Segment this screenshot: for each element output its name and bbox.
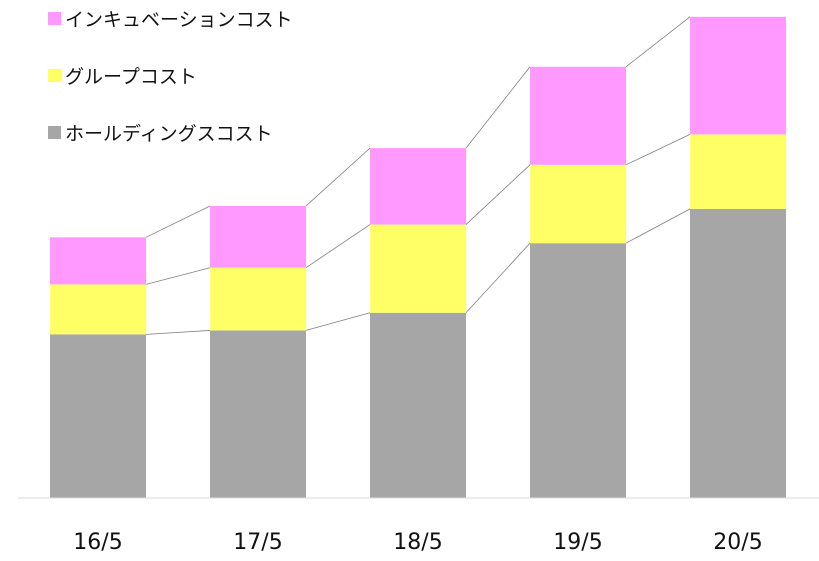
legend-label-holdings-cost: ホールディングスコスト — [65, 122, 273, 145]
legend-swatch-holdings-cost — [48, 125, 61, 139]
x-tick-label-16-5: 16/5 — [73, 530, 122, 555]
bars — [50, 16, 786, 498]
series-line-1-segment-0 — [145, 267, 211, 285]
bar-segment-20-5-series-2 — [690, 16, 786, 135]
series-line-0-segment-3 — [625, 208, 691, 244]
legend-label-incubation-cost: インキュベーションコスト — [65, 8, 293, 31]
bar-segment-19-5-series-0 — [530, 243, 626, 498]
legend-item-incubation-cost: インキュベーションコスト — [48, 7, 293, 31]
bar-segment-17-5-series-2 — [210, 205, 306, 268]
bar-segment-19-5-series-1 — [530, 164, 626, 244]
series-connector-lines — [145, 16, 691, 335]
series-line-0-segment-1 — [305, 312, 371, 331]
legend-swatch-group-cost — [48, 68, 61, 82]
series-line-0-segment-0 — [145, 330, 211, 335]
series-line-1-segment-1 — [305, 224, 371, 269]
bar-segment-16-5-series-1 — [50, 284, 146, 335]
bar-segment-16-5-series-2 — [50, 237, 146, 285]
bar-segment-17-5-series-0 — [210, 330, 306, 498]
series-line-1-segment-3 — [625, 134, 691, 166]
bar-segment-18-5-series-1 — [370, 224, 466, 313]
bar-segment-20-5-series-0 — [690, 208, 786, 498]
bar-segment-18-5-series-0 — [370, 312, 466, 498]
series-line-0-segment-2 — [465, 242, 531, 314]
x-tick-labels: 16/5 17/5 18/5 19/5 20/5 — [73, 530, 762, 555]
bar-segment-16-5-series-0 — [50, 334, 146, 498]
series-line-2-segment-3 — [625, 16, 691, 68]
bar-segment-19-5-series-2 — [530, 66, 626, 165]
series-line-2-segment-1 — [305, 147, 371, 207]
legend-swatch-incubation-cost — [48, 11, 61, 25]
bar-segment-18-5-series-2 — [370, 148, 466, 225]
x-tick-label-17-5: 17/5 — [233, 530, 282, 555]
bar-segment-20-5-series-1 — [690, 134, 786, 209]
x-tick-label-20-5: 20/5 — [713, 530, 762, 555]
series-line-2-segment-0 — [145, 205, 211, 238]
x-tick-label-19-5: 19/5 — [553, 530, 602, 555]
series-line-1-segment-2 — [465, 164, 531, 225]
legend-item-holdings-cost: ホールディングスコスト — [48, 121, 273, 145]
legend-label-group-cost: グループコスト — [65, 65, 197, 88]
legend-item-group-cost: グループコスト — [48, 64, 197, 88]
bar-segment-17-5-series-1 — [210, 267, 306, 331]
series-line-2-segment-2 — [465, 66, 531, 149]
x-tick-label-18-5: 18/5 — [393, 530, 442, 555]
